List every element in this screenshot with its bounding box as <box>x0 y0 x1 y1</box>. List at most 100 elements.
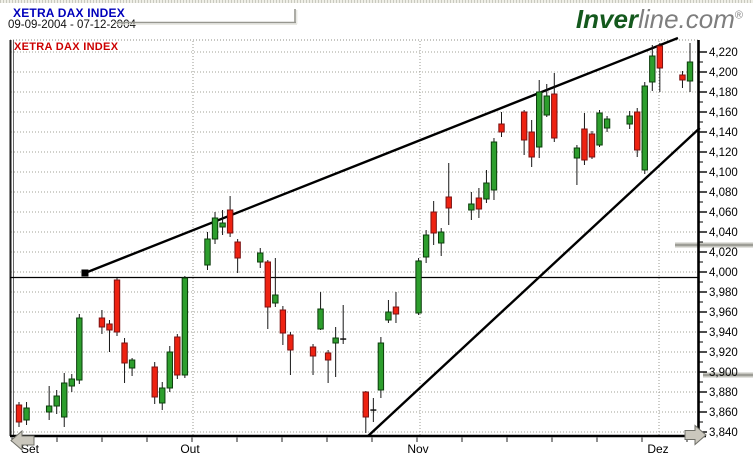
candle-07-10 <box>226 196 234 237</box>
candle-09-09 <box>15 402 23 427</box>
candle-18-10 <box>309 344 317 375</box>
candle-09-11 <box>475 188 483 218</box>
candle-03-12 <box>656 43 664 92</box>
candle-21-09 <box>106 320 113 352</box>
candle-08-11 <box>468 192 475 220</box>
candle-03-11 <box>430 201 437 245</box>
candle-26-10 <box>370 398 377 422</box>
candle-14-09 <box>53 390 60 414</box>
candle-22-10 <box>340 305 347 344</box>
candle-29-10 <box>392 292 400 323</box>
candle-28-10 <box>385 300 392 323</box>
candle-02-12 <box>649 45 656 91</box>
candle-04-10 <box>204 232 211 270</box>
svg-text:4,200: 4,200 <box>709 67 738 79</box>
candle-20-10 <box>324 350 332 383</box>
top-dotted-strip <box>0 0 753 3</box>
page-title: XETRA DAX INDEX <box>13 6 125 20</box>
chart-series-label: XETRA DAX INDEX <box>14 41 119 53</box>
candle-04-11 <box>438 228 445 256</box>
svg-text:3,980: 3,980 <box>709 287 738 299</box>
candle-17-11 <box>536 80 543 158</box>
candle-14-10 <box>279 306 287 345</box>
candle-27-09 <box>151 362 158 404</box>
upper-channel-line[interactable] <box>81 36 679 277</box>
candle-16-11 <box>528 120 535 167</box>
candle-07-12 <box>686 43 694 92</box>
svg-text:3,840: 3,840 <box>709 427 738 439</box>
candle-27-10 <box>377 337 385 398</box>
y-gridlines <box>11 51 698 433</box>
candle-19-11 <box>551 73 558 142</box>
candle-30-09 <box>174 334 181 379</box>
candle-29-09 <box>166 346 173 392</box>
month-label-Dez: Dez <box>647 442 668 456</box>
candle-25-11 <box>596 110 603 147</box>
candle-05-10 <box>211 212 219 244</box>
candle-15-10 <box>287 332 294 375</box>
candle-10-09 <box>23 402 30 425</box>
candle-18-11 <box>543 84 550 117</box>
svg-text:3,880: 3,880 <box>709 387 738 399</box>
month-label-Nov: Nov <box>407 442 428 456</box>
candle-08-10 <box>234 239 241 273</box>
svg-text:3,860: 3,860 <box>709 407 738 419</box>
svg-text:4,160: 4,160 <box>709 107 738 119</box>
candle-13-09 <box>45 386 53 420</box>
plot-frame <box>9 39 699 436</box>
candle-23-11 <box>581 113 588 165</box>
candle-12-11 <box>498 112 505 137</box>
candle-24-11 <box>588 131 596 159</box>
svg-text:3,960: 3,960 <box>709 307 738 319</box>
svg-text:4,140: 4,140 <box>709 127 738 139</box>
candle-19-10 <box>317 292 324 330</box>
date-range-label: 09-09-2004 - 07-12-2004 <box>8 19 136 31</box>
candle-01-12 <box>641 82 648 174</box>
svg-text:4,220: 4,220 <box>709 47 738 59</box>
trendline-handle[interactable] <box>81 269 89 277</box>
candle-21-10 <box>332 327 339 377</box>
axis-margin-markers <box>675 242 753 378</box>
y-axis: 3,840 3,860 3,880 3,900 3,920 3,940 3,960 3,980… <box>697 40 738 439</box>
pan-left-arrow-icon[interactable] <box>10 429 35 452</box>
svg-text:4,020: 4,020 <box>709 247 738 259</box>
svg-text:4,060: 4,060 <box>709 207 738 219</box>
candle-02-11 <box>422 230 430 263</box>
candle-15-09 <box>61 373 68 427</box>
candle-25-10 <box>362 391 370 433</box>
svg-text:4,040: 4,040 <box>709 227 738 239</box>
candle-10-11 <box>483 170 490 203</box>
svg-text:4,120: 4,120 <box>709 147 738 159</box>
candle-12-10 <box>264 260 271 329</box>
candle-22-09 <box>113 278 121 336</box>
registered-trademark-icon: ® <box>734 9 743 22</box>
candle-05-11 <box>445 163 452 225</box>
svg-text:4,000: 4,000 <box>709 267 738 279</box>
candle-26-11 <box>603 116 611 132</box>
title-panel-shadow <box>115 9 298 25</box>
lower-channel-line[interactable] <box>367 127 701 437</box>
logo-text-regular: line.com <box>638 4 735 34</box>
svg-text:3,920: 3,920 <box>709 347 738 359</box>
svg-text:4,100: 4,100 <box>709 167 738 179</box>
candle-24-09 <box>128 358 136 376</box>
inverline-logo: Inverline.com® <box>576 4 743 35</box>
candle-17-09 <box>76 314 83 384</box>
candle-01-11 <box>415 258 422 315</box>
candle-01-10 <box>181 276 189 378</box>
candles-layer <box>15 43 694 433</box>
logo-text-bold: Inver <box>575 4 639 34</box>
svg-text:3,900: 3,900 <box>709 367 738 379</box>
candle-15-11 <box>520 110 528 155</box>
svg-text:4,180: 4,180 <box>709 87 738 99</box>
candle-30-11 <box>634 108 641 157</box>
candle-11-10 <box>257 248 264 268</box>
candle-06-10 <box>219 210 226 235</box>
candle-13-10 <box>272 258 279 307</box>
pan-right-arrow-icon[interactable] <box>684 424 707 446</box>
candle-06-12 <box>679 71 686 88</box>
svg-text:3,940: 3,940 <box>709 327 738 339</box>
candle-11-11 <box>490 138 498 200</box>
candle-29-11 <box>626 111 633 129</box>
